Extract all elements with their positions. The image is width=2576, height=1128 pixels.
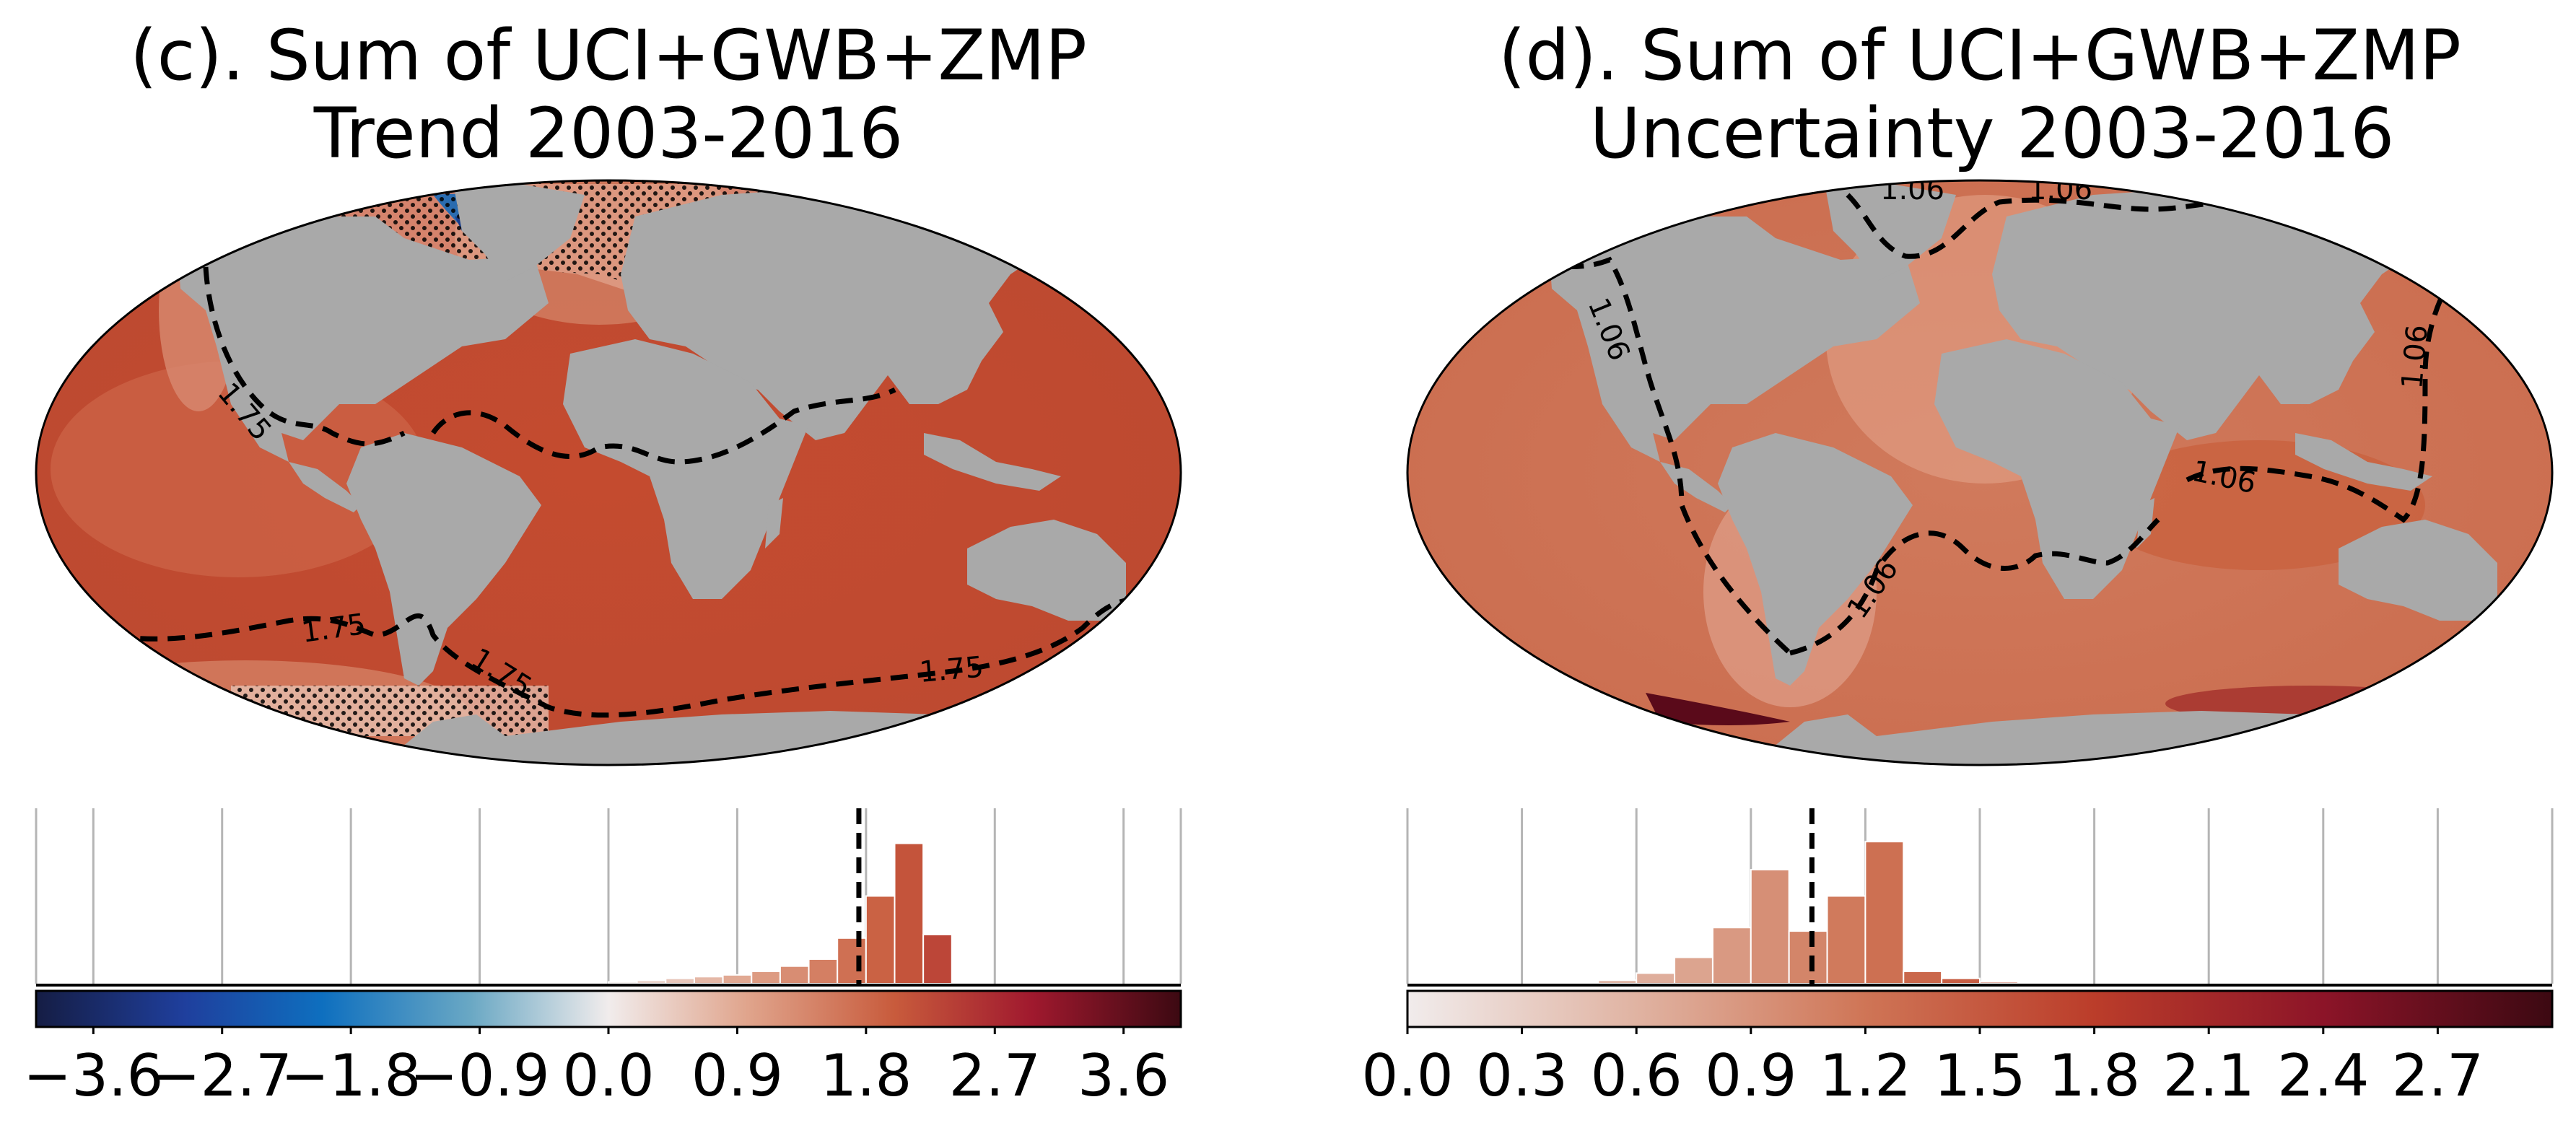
panel-d-contours (1511, 193, 2456, 656)
colorbar-tick-label: 1.2 (1820, 1042, 1911, 1109)
panel-c-subtitle: Trend 2003-2016 (313, 93, 904, 174)
histogram-bar (693, 976, 724, 985)
histogram-bar (722, 974, 753, 984)
greenland (455, 184, 585, 281)
histogram-bar (1597, 979, 1638, 985)
contour-label: 1.06 (2028, 173, 2092, 206)
histogram-bar (1636, 972, 1676, 985)
colorbar-tick-label: 2.1 (2163, 1042, 2255, 1109)
africa (1934, 339, 2180, 599)
colorbar-tick-label: −2.7 (152, 1042, 292, 1109)
histogram-bar (1826, 895, 1866, 984)
colorbar-tick-label: −1.8 (281, 1042, 421, 1109)
north-america (1548, 217, 1920, 462)
histogram-bar (808, 958, 839, 984)
histogram-bar (1750, 869, 1790, 985)
colorbar-tick-label: 2.7 (949, 1042, 1041, 1109)
histogram-bar (1674, 956, 1713, 985)
histogram-bar (1903, 970, 1943, 984)
histogram-bar (922, 933, 953, 984)
histogram-bar (751, 970, 781, 984)
east-pacific-light-region (51, 361, 426, 577)
histogram-bar (1711, 927, 1752, 984)
south-america (346, 433, 541, 686)
histogram-bar (1979, 981, 2019, 984)
panel-d-subtitle: Uncertainty 2003-2016 (1590, 93, 2395, 174)
panel-d-colorbar: 0.0 0.3 0.6 0.9 1.2 1.5 1.8 2.1 2.4 2.7 (1361, 989, 2554, 1109)
panel-c-colorbar: −3.6−2.7−1.8−0.9 0.0 0.9 1.8 2.7 3.6 (23, 989, 1182, 1109)
histogram-bar (865, 895, 896, 984)
contour-label: 1.75 (918, 650, 985, 689)
central-america (1660, 462, 1732, 512)
histogram-bar (894, 842, 925, 984)
colorbar-tick-label: 0.3 (1476, 1042, 1568, 1109)
panel-d-histogram (1406, 808, 2554, 987)
colorbar-tick-label: 0.0 (562, 1042, 654, 1109)
panel-d-title: (d). Sum of UCI+GWB+ZMP (1498, 15, 2461, 96)
colorbar-tick-label: 1.8 (2048, 1042, 2140, 1109)
greenland (1826, 184, 1956, 281)
australia (2339, 520, 2497, 621)
panel-d-map: 1.06 1.06 1.06 1.06 1.06 1.06 (1406, 173, 2554, 766)
north-america (177, 217, 549, 462)
colorbar-tick-label: 2.4 (2277, 1042, 2369, 1109)
colorbar-tick-label: 3.6 (1078, 1042, 1169, 1109)
panel-c-histogram (35, 808, 1182, 987)
australia (967, 520, 1126, 621)
histogram-bar (1864, 841, 1905, 985)
panel-c-colorbar-gradient (35, 989, 1182, 1028)
central-america (289, 462, 361, 512)
histogram-bar (636, 979, 667, 985)
colorbar-tick-label: 0.0 (1361, 1042, 1453, 1109)
africa (563, 339, 808, 599)
histogram-bar (837, 937, 867, 984)
histogram-bar (1941, 977, 1981, 984)
histogram-bar (665, 977, 695, 984)
colorbar-tick-label: 2.7 (2392, 1042, 2484, 1109)
colorbar-tick-label: −3.6 (23, 1042, 163, 1109)
panel-d-colorbar-gradient (1406, 989, 2554, 1028)
colorbar-tick-label: 0.9 (1705, 1042, 1796, 1109)
panel-c-contours (85, 266, 1141, 718)
weddell-deep-red (1646, 693, 1790, 725)
indonesia (2295, 433, 2432, 491)
histogram-bar (608, 981, 638, 984)
contour-label: 1.06 (1880, 173, 1944, 206)
colorbar-tick-label: 1.8 (820, 1042, 912, 1109)
colorbar-tick-label: −0.9 (409, 1042, 549, 1109)
madagascar (2136, 498, 2154, 548)
south-america (1718, 433, 1913, 686)
histogram-bar (1788, 930, 1828, 984)
histogram-bar (779, 965, 810, 984)
colorbar-tick-label: 1.5 (1934, 1042, 2025, 1109)
indonesia (924, 433, 1061, 491)
colorbar-tick-label: 0.6 (1591, 1042, 1682, 1109)
panel-c-title: (c). Sum of UCI+GWB+ZMP (130, 15, 1087, 96)
contour-label: 1.06 (2396, 323, 2435, 390)
madagascar (765, 498, 783, 548)
panel-c-map: 1.75 1.75 1.75 1.75 (35, 179, 1182, 766)
colorbar-tick-label: 0.9 (691, 1042, 783, 1109)
